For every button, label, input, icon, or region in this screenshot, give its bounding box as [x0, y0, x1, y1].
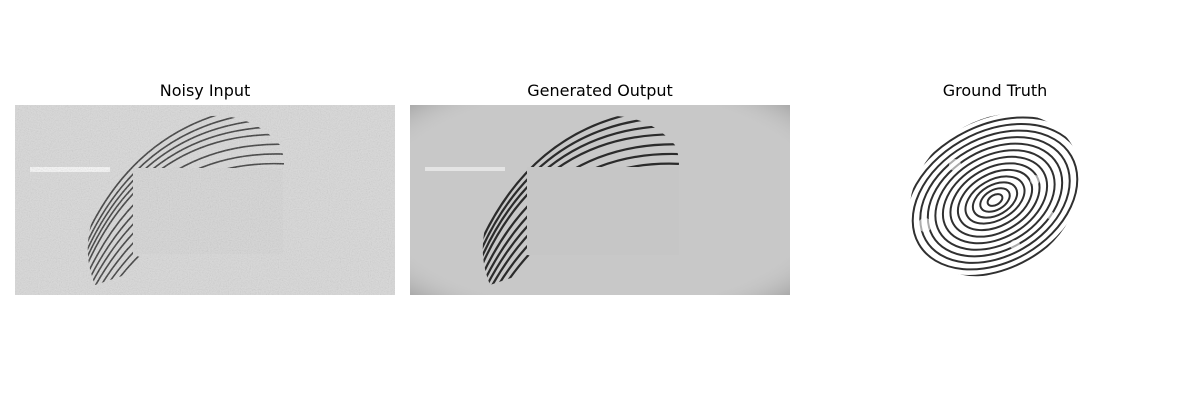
generated-output-panel: Generated Output: [410, 80, 790, 296]
ground-truth-image: [805, 105, 1185, 295]
generated-output-title: Generated Output: [527, 81, 673, 100]
generated-output-image: [410, 105, 790, 295]
ground-truth-panel: Ground Truth: [805, 80, 1185, 296]
noisy-input-title: Noisy Input: [159, 81, 251, 100]
ground-truth-title: Ground Truth: [942, 81, 1048, 100]
noisy-input-panel: Noisy Input: [15, 80, 395, 296]
noisy-input-image: [15, 105, 395, 295]
